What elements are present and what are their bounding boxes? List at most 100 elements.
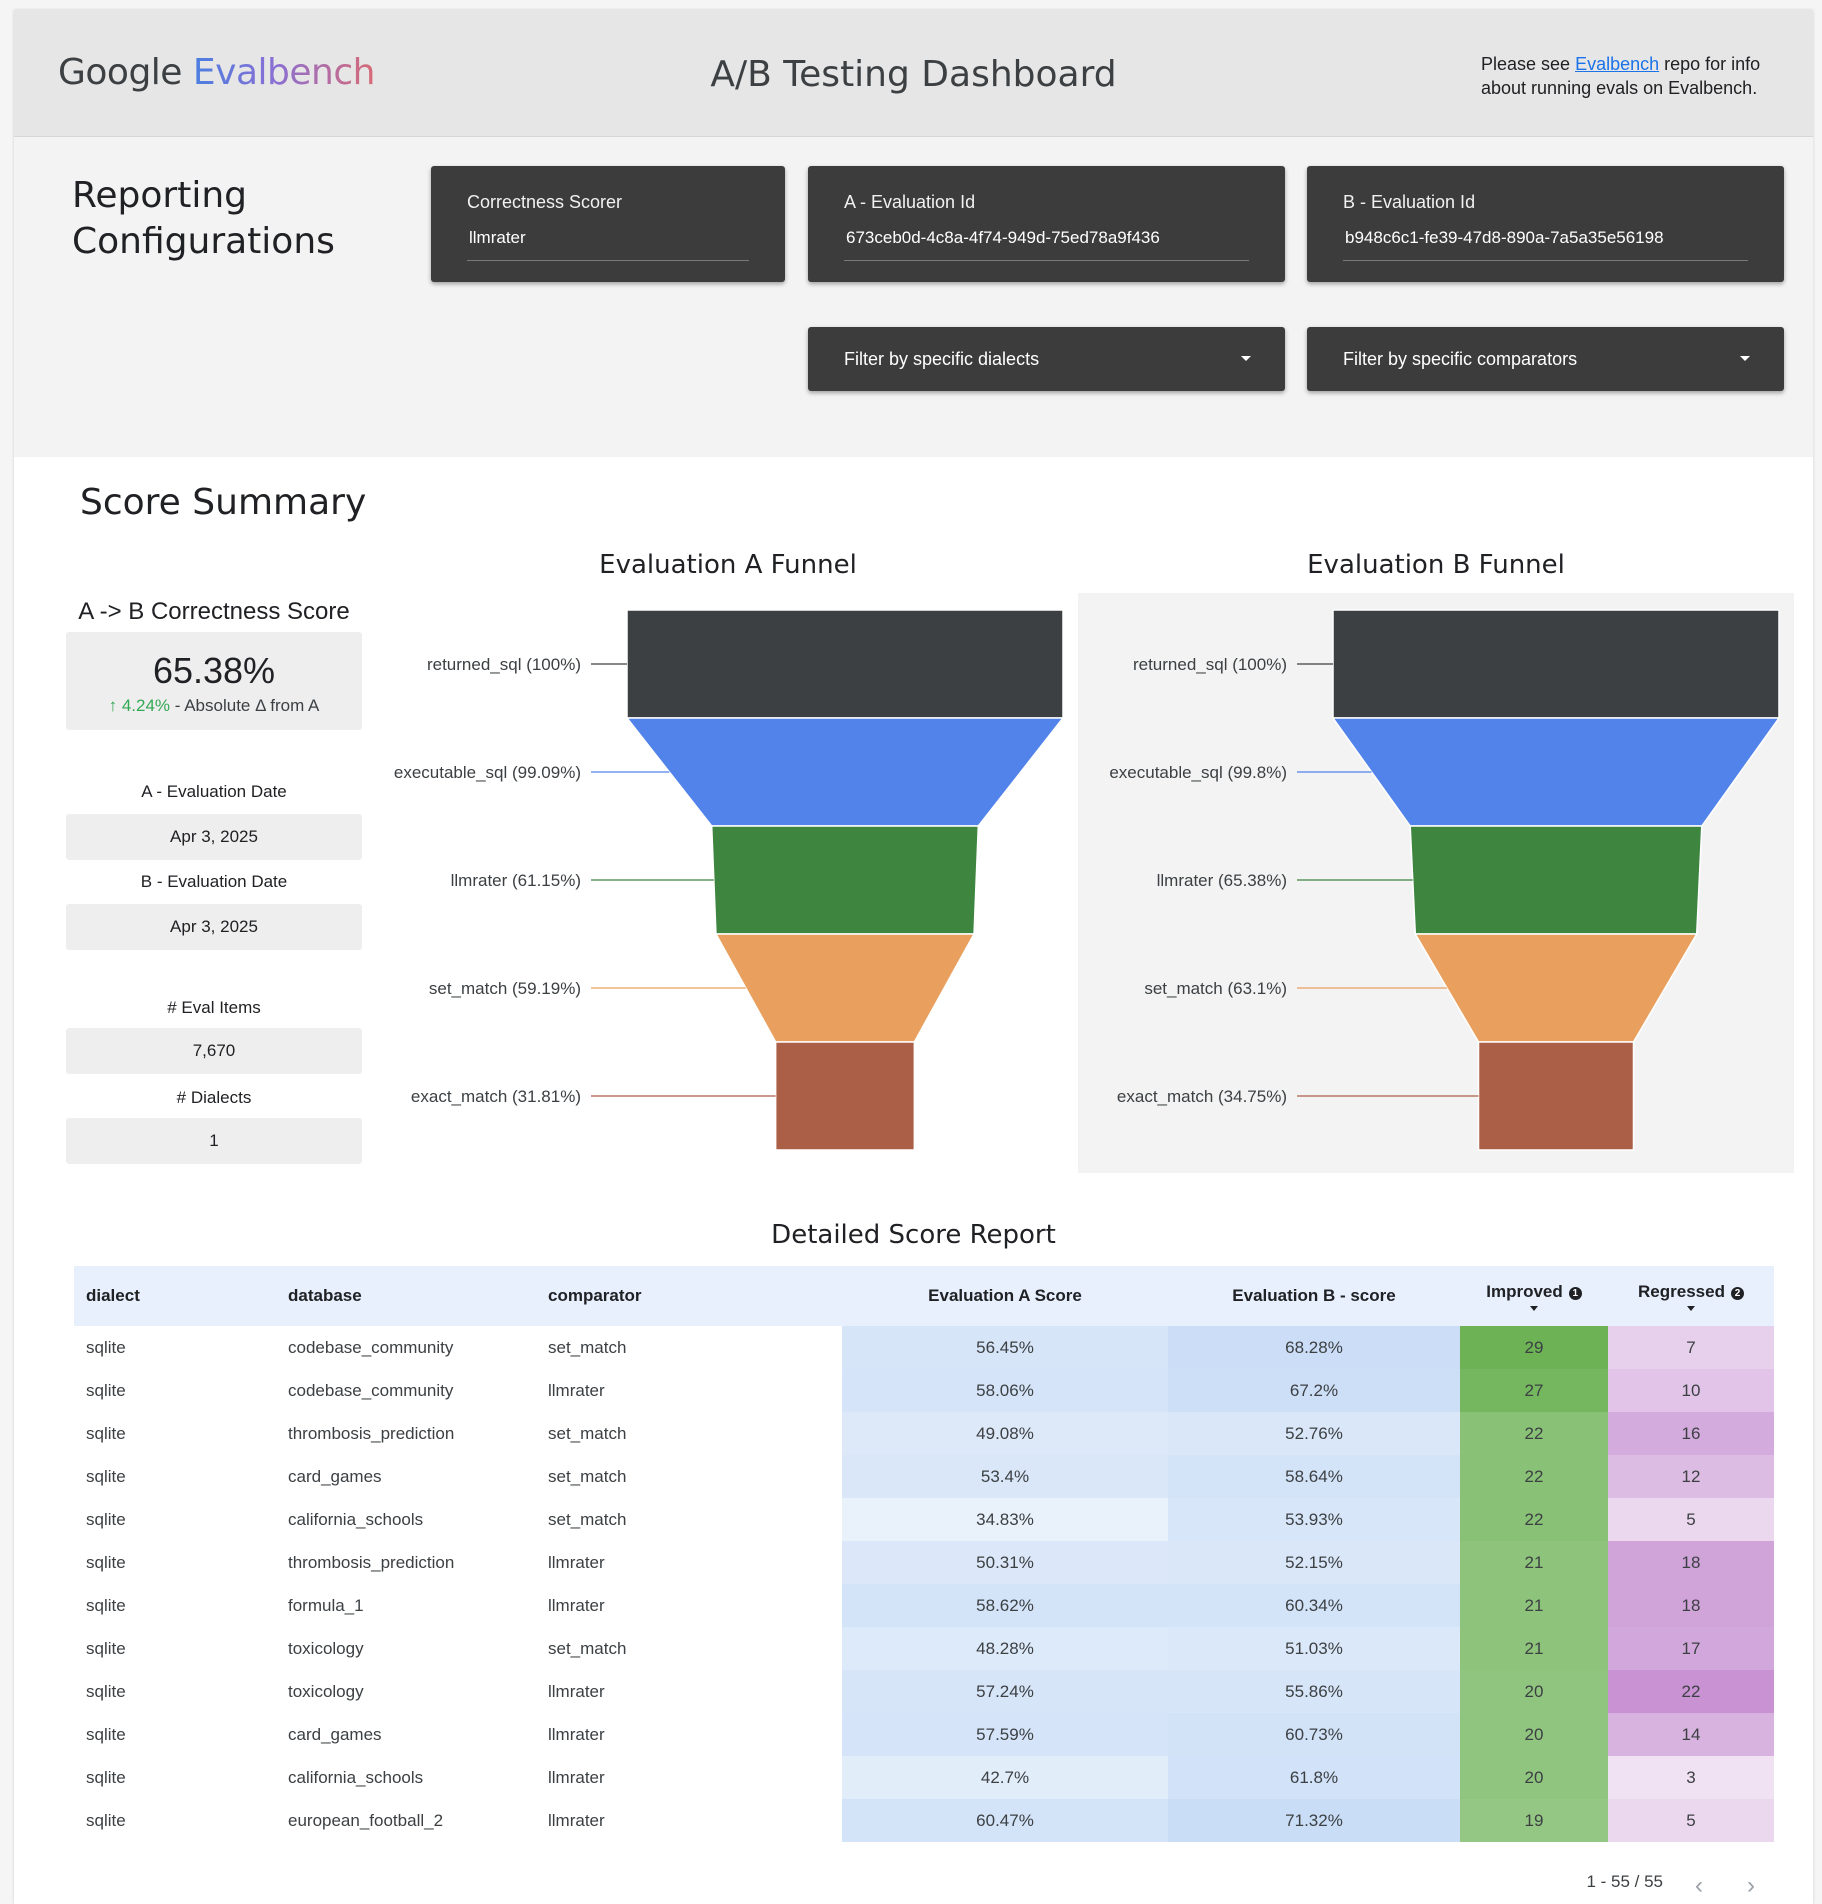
cell-eval-a-score: 58.62% <box>842 1584 1168 1627</box>
info-icon[interactable]: 2 <box>1730 1286 1744 1300</box>
cell-eval-a-score: 57.59% <box>842 1713 1168 1756</box>
table-row[interactable]: sqlite formula_1 llmrater 58.62% 60.34% 21 18 <box>74 1584 1774 1627</box>
cell-dialect: sqlite <box>86 1423 126 1443</box>
comparators-filter-dropdown[interactable]: Filter by specific comparators <box>1307 327 1784 391</box>
correctness-score-title: A -> B Correctness Score <box>78 598 350 625</box>
input-underline <box>844 260 1249 261</box>
cell-eval-b-score: 51.03% <box>1168 1627 1460 1670</box>
eval-a-id-field[interactable]: A - Evaluation Id 673ceb0d-4c8a-4f74-949… <box>808 166 1285 282</box>
table-row[interactable]: sqlite thrombosis_prediction llmrater 50.31… <box>74 1541 1774 1584</box>
reporting-configurations: Reporting Configurations Correctness Sco… <box>14 137 1813 457</box>
funnel-b-title: Evaluation B Funnel <box>1307 550 1565 580</box>
cell-improved: 19 <box>1460 1799 1608 1842</box>
col-eval-b-score[interactable]: Evaluation B - score <box>1168 1266 1460 1326</box>
cell-eval-a-score: 49.08% <box>842 1412 1168 1455</box>
funnel-stage-executable-sql[interactable] <box>1331 717 1781 827</box>
cell-comparator: llmrater <box>548 1681 605 1701</box>
table-row[interactable]: sqlite card_games set_match 53.4% 58.64% 22 12 <box>74 1455 1774 1498</box>
cell-improved: 22 <box>1460 1498 1608 1541</box>
cell-dialect: sqlite <box>86 1810 126 1830</box>
correctness-delta: ↑ 4.24% - Absolute Δ from A <box>66 696 362 716</box>
cell-database: california_schools <box>288 1509 424 1529</box>
cell-eval-b-score: 52.15% <box>1168 1541 1460 1584</box>
correctness-scorer-label: Correctness Scorer <box>467 192 623 212</box>
col-comparator[interactable]: comparator <box>536 1266 842 1326</box>
cell-eval-a-score: 56.45% <box>842 1326 1168 1369</box>
eval-a-id-value[interactable]: 673ceb0d-4c8a-4f74-949d-75ed78a9f436 <box>846 228 1160 247</box>
table-row[interactable]: sqlite california_schools llmrater 42.7% 61.… <box>74 1756 1774 1799</box>
eval-b-id-value[interactable]: b948c6c1-fe39-47d8-890a-7a5a35e56198 <box>1345 228 1664 247</box>
funnel-stage-exact-match[interactable] <box>1477 1041 1635 1151</box>
cell-dialect: sqlite <box>86 1380 126 1400</box>
b-eval-date-label: B - Evaluation Date <box>140 872 288 891</box>
table-row[interactable]: sqlite codebase_community set_match 56.45% 6… <box>74 1326 1774 1369</box>
funnel-stage-label: set_match (59.19%) <box>429 979 581 998</box>
a-eval-date-label: A - Evaluation Date <box>141 782 287 801</box>
cell-improved: 20 <box>1460 1713 1608 1756</box>
cell-eval-a-score: 60.47% <box>842 1799 1168 1842</box>
a-eval-date-value: Apr 3, 2025 <box>66 814 362 860</box>
funnel-stage-label: returned_sql (100%) <box>1133 655 1287 674</box>
table-row[interactable]: sqlite european_football_2 llmrater 60.47% 7… <box>74 1799 1774 1842</box>
table-row[interactable]: sqlite card_games llmrater 57.59% 60.73% 20 14 <box>74 1713 1774 1756</box>
cell-dialect: sqlite <box>86 1681 126 1701</box>
eval-b-id-field[interactable]: B - Evaluation Id b948c6c1-fe39-47d8-890… <box>1307 166 1784 282</box>
evalbench-repo-link[interactable]: Evalbench <box>1575 54 1660 74</box>
col-regressed[interactable]: Regressed 2 <box>1608 1266 1774 1326</box>
cell-dialect: sqlite <box>86 1552 126 1572</box>
col-database[interactable]: database <box>276 1266 536 1326</box>
dashboard-frame: Google Evalbench A/B Testing Dashboard P… <box>14 10 1813 1904</box>
cell-dialect: sqlite <box>86 1509 126 1529</box>
cell-comparator: llmrater <box>548 1595 605 1615</box>
info-text: Please see Evalbench repo for info about… <box>1481 52 1781 100</box>
cell-eval-a-score: 57.24% <box>842 1670 1168 1713</box>
correctness-scorer-value[interactable]: llmrater <box>469 228 526 247</box>
funnel-stage-returned-sql[interactable] <box>1332 609 1780 719</box>
table-row[interactable]: sqlite toxicology set_match 48.28% 51.03% 21 1… <box>74 1627 1774 1670</box>
table-row[interactable]: sqlite toxicology llmrater 57.24% 55.86% 20 22 <box>74 1670 1774 1713</box>
col-improved[interactable]: Improved 1 <box>1460 1266 1608 1326</box>
info-icon[interactable]: 1 <box>1568 1286 1582 1300</box>
funnel-a-chart: returned_sql (100%) executable_sql (99.09… <box>394 609 1065 1151</box>
col-regressed-label: Regressed <box>1638 1281 1725 1301</box>
header-bar: Google Evalbench A/B Testing Dashboard P… <box>14 10 1813 137</box>
dialects-filter-dropdown[interactable]: Filter by specific dialects <box>808 327 1285 391</box>
correctness-scorer-field[interactable]: Correctness Scorer llmrater <box>431 166 785 282</box>
funnel-stage-set-match[interactable] <box>1413 933 1699 1043</box>
table-row[interactable]: sqlite california_schools set_match 34.83% 5… <box>74 1498 1774 1541</box>
cell-regressed: 18 <box>1608 1541 1774 1584</box>
eval-items-value: 7,670 <box>66 1028 362 1074</box>
col-improved-label: Improved <box>1486 1281 1563 1301</box>
cell-database: california_schools <box>288 1767 424 1787</box>
logo: Google Evalbench <box>58 52 375 93</box>
cell-eval-b-score: 60.73% <box>1168 1713 1460 1756</box>
cell-eval-b-score: 61.8% <box>1168 1756 1460 1799</box>
cell-eval-a-score: 53.4% <box>842 1455 1168 1498</box>
funnel-stage-label: set_match (63.1%) <box>1144 979 1287 998</box>
funnel-stage-label: llmrater (61.15%) <box>451 871 581 890</box>
table-row[interactable]: sqlite thrombosis_prediction set_match 49.0… <box>74 1412 1774 1455</box>
next-page-icon[interactable]: › <box>1747 1872 1755 1899</box>
col-dialect[interactable]: dialect <box>74 1266 276 1326</box>
cell-regressed: 5 <box>1608 1799 1774 1842</box>
funnel-stage-label: executable_sql (99.09%) <box>394 763 581 782</box>
funnel-b-chart: returned_sql (100%) executable_sql (99.8%… <box>1109 609 1781 1151</box>
sort-desc-icon <box>1687 1305 1695 1311</box>
table-row[interactable]: sqlite codebase_community llmrater 58.06% 67… <box>74 1369 1774 1412</box>
cell-eval-b-score: 60.34% <box>1168 1584 1460 1627</box>
cell-improved: 21 <box>1460 1584 1608 1627</box>
correctness-score-card: 65.38% ↑ 4.24% - Absolute Δ from A <box>66 632 362 730</box>
correctness-score-value: 65.38% <box>152 650 276 691</box>
dialects-value: 1 <box>66 1118 362 1164</box>
cell-database: thrombosis_prediction <box>288 1552 455 1572</box>
col-eval-a-score[interactable]: Evaluation A Score <box>842 1266 1168 1326</box>
cell-regressed: 7 <box>1608 1326 1774 1369</box>
cell-regressed: 22 <box>1608 1670 1774 1713</box>
score-table: dialect database comparator Evaluation A… <box>74 1266 1774 1862</box>
cell-comparator: set_match <box>548 1423 627 1443</box>
logo-google: Google <box>58 52 182 93</box>
prev-page-icon[interactable]: ‹ <box>1695 1872 1703 1899</box>
cell-dialect: sqlite <box>86 1337 126 1357</box>
funnel-stage-exact-match[interactable] <box>774 1041 916 1151</box>
funnel-stage-llmrater[interactable] <box>1409 825 1703 935</box>
